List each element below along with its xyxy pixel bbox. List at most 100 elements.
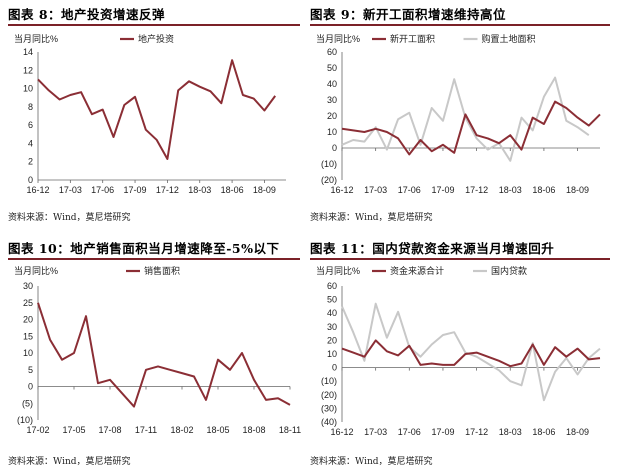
series-line-1 (341, 339, 601, 368)
y-tick-label: 6 (28, 120, 33, 130)
y-tick-label: (20) (321, 390, 337, 400)
x-tick-label: 17-08 (98, 425, 121, 435)
chart-panel-3: 图表 10：地产销售面积当月增速降至-5%以下 当月同比% 销售面积 (10) (5)… (8, 236, 308, 475)
x-tick-label: 17-06 (398, 185, 421, 195)
y-tick-label: (5) (22, 398, 33, 408)
x-tick-label: 18-03 (188, 185, 211, 195)
series-line-2 (341, 302, 601, 402)
y-tick-label: 20 (23, 315, 33, 325)
unit-label: 当月同比% (14, 265, 58, 276)
y-tick-label: 30 (327, 322, 337, 332)
legend-label: 资金来源合计 (390, 265, 444, 276)
x-tick-label: 18-03 (499, 427, 522, 437)
x-tick-label: 18-02 (170, 425, 193, 435)
series-line-1 (341, 100, 601, 156)
chart-panel-2: 图表 9：新开工面积增速维持高位 当月同比% 新开工面积 购置土地面积 (20) (10… (310, 0, 615, 230)
x-tick-label: 17-02 (26, 425, 49, 435)
x-tick-label: 16-12 (330, 427, 353, 437)
x-tick-label: 17-09 (124, 185, 147, 195)
source-note: 资料来源：Wind，莫尼塔研究 (310, 457, 433, 467)
x-tick-label: 18-09 (566, 185, 589, 195)
x-tick-label: 17-12 (156, 185, 179, 195)
y-tick-label: 50 (327, 295, 337, 305)
y-tick-label: 60 (327, 47, 337, 57)
chart-panel-4: 图表 11：国内贷款资金来源当月增速回升 当月同比% 资金来源合计 国内贷款 (40)… (310, 236, 615, 475)
x-tick-label: 17-06 (91, 185, 114, 195)
chart-panel-1: 图表 8：地产投资增速反弹 当月同比% 地产投资 0 2 4 6 8 10 12 14 16-12 1… (8, 0, 308, 230)
chart-svg: 当月同比% 销售面积 (10) (5) 0 5 10 15 20 25 30 17-02 17-05 17… (14, 265, 301, 435)
y-tick-label: (10) (321, 376, 337, 386)
panel-title: 图表 10：地产销售面积当月增速降至-5%以下 (8, 241, 280, 256)
y-tick-label: 5 (28, 365, 33, 375)
source-note: 资料来源：Wind，莫尼塔研究 (310, 213, 433, 223)
y-tick-label: 2 (28, 157, 33, 167)
y-tick-label: 25 (23, 298, 33, 308)
source-note: 资料来源：Wind，莫尼塔研究 (8, 213, 131, 223)
y-tick-label: 12 (23, 65, 33, 75)
y-tick-label: 4 (28, 138, 33, 148)
y-tick-label: 10 (327, 349, 337, 359)
x-tick-label: 16-12 (330, 185, 353, 195)
y-tick-label: (30) (321, 403, 337, 413)
y-tick-label: (10) (321, 159, 337, 169)
title-rule (8, 24, 300, 26)
x-tick-label: 18-06 (221, 185, 244, 195)
unit-label: 当月同比% (316, 265, 360, 276)
legend-label: 地产投资 (138, 33, 174, 44)
legend-label: 销售面积 (144, 265, 180, 276)
y-tick-label: 15 (23, 331, 33, 341)
x-tick-label: 17-12 (465, 185, 488, 195)
x-tick-label: 17-03 (59, 185, 82, 195)
y-tick-label: 0 (332, 143, 337, 153)
x-tick-label: 18-03 (499, 185, 522, 195)
legend-label: 购置土地面积 (482, 33, 536, 44)
title-rule (310, 24, 610, 26)
source-note: 资料来源：Wind，莫尼塔研究 (8, 457, 131, 467)
y-tick-label: 40 (327, 79, 337, 89)
x-tick-label: 16-12 (26, 185, 49, 195)
legend-label: 国内贷款 (491, 265, 527, 276)
panel-title: 图表 9：新开工面积增速维持高位 (310, 7, 507, 22)
y-tick-label: (10) (17, 415, 33, 425)
x-tick-label: 17-03 (364, 185, 387, 195)
y-tick-label: 0 (28, 382, 33, 392)
x-tick-label: 17-09 (431, 427, 454, 437)
x-tick-label: 18-06 (532, 185, 555, 195)
y-tick-label: 0 (28, 175, 33, 185)
x-tick-label: 18-08 (242, 425, 265, 435)
x-tick-label: 18-11 (279, 425, 301, 435)
y-tick-label: 14 (23, 47, 33, 57)
chart-svg: 当月同比% 新开工面积 购置土地面积 (20) (10) 0 10 20 30 40 50 60 16-… (316, 33, 601, 195)
y-tick-label: (40) (321, 417, 337, 427)
y-tick-label: 30 (23, 281, 33, 291)
unit-label: 当月同比% (316, 33, 360, 44)
chart-svg: 当月同比% 资金来源合计 国内贷款 (40) (30) (20) (10) 0 10 20 30 40… (316, 265, 601, 437)
panel-title: 图表 8：地产投资增速反弹 (8, 7, 166, 22)
y-tick-label: 30 (327, 95, 337, 105)
x-tick-label: 17-12 (465, 427, 488, 437)
title-rule (8, 258, 300, 260)
legend-label: 新开工面积 (390, 33, 435, 44)
unit-label: 当月同比% (14, 33, 58, 44)
panel-title: 图表 11：国内贷款资金来源当月增速回升 (310, 241, 555, 256)
x-tick-label: 18-09 (566, 427, 589, 437)
x-tick-label: 18-09 (253, 185, 276, 195)
series-line-1 (37, 302, 291, 408)
chart-svg: 当月同比% 地产投资 0 2 4 6 8 10 12 14 16-12 17-03 17-06 17-09… (14, 33, 286, 195)
title-rule (310, 258, 610, 260)
y-tick-label: (20) (321, 175, 337, 185)
y-tick-label: 10 (327, 127, 337, 137)
y-tick-label: 8 (28, 102, 33, 112)
x-tick-label: 17-05 (62, 425, 85, 435)
y-tick-label: 50 (327, 63, 337, 73)
x-tick-label: 17-06 (398, 427, 421, 437)
y-tick-label: 10 (23, 84, 33, 94)
x-tick-label: 17-09 (431, 185, 454, 195)
x-tick-label: 17-11 (135, 425, 157, 435)
y-tick-label: 40 (327, 308, 337, 318)
series-line-1 (37, 59, 277, 160)
x-tick-label: 17-03 (364, 427, 387, 437)
y-tick-label: 20 (327, 111, 337, 121)
y-tick-label: 10 (23, 348, 33, 358)
x-tick-label: 18-06 (532, 427, 555, 437)
